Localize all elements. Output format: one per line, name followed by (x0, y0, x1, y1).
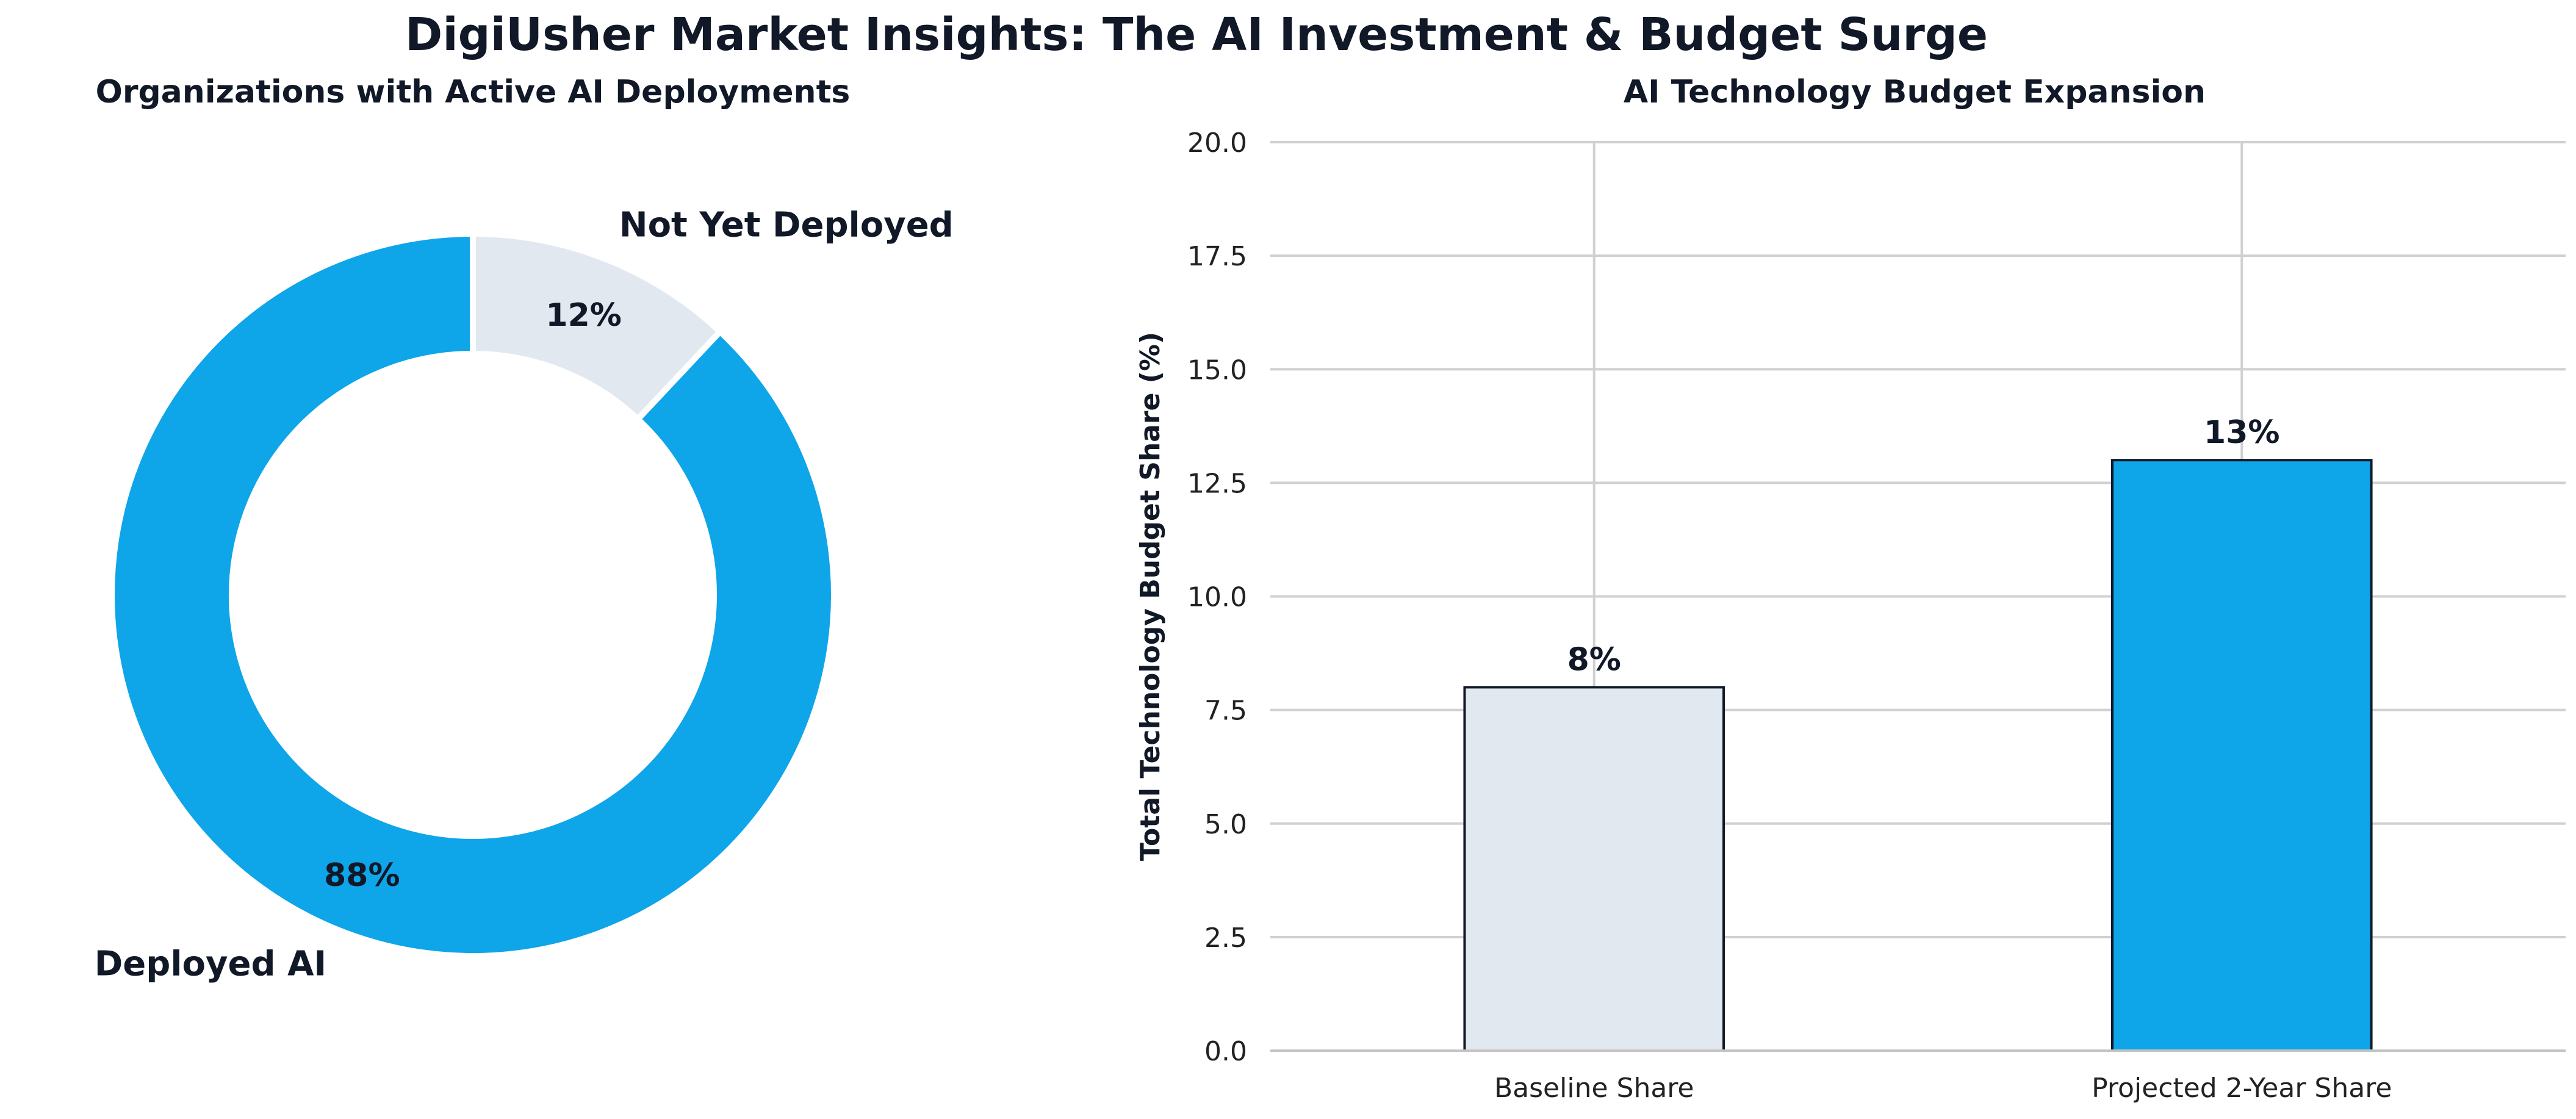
bar-y-ticks: 0.0 2.5 5.0 7.5 10.0 12.5 15.0 17.5 20.0 (1187, 128, 1247, 1067)
donut-category-label-not-yet-deployed: Not Yet Deployed (619, 206, 954, 245)
bar-x-tick-label-baseline-share: Baseline Share (1494, 1073, 1694, 1104)
donut-slice-deployed-ai (108, 230, 837, 959)
bar-chart: AI Technology Budget Expansion 0.0 2.5 5.0… (1135, 74, 2566, 1104)
donut-slices (108, 230, 837, 959)
bar-y-tick-label: 17.5 (1187, 241, 1247, 272)
bar-y-tick-label: 0.0 (1204, 1036, 1247, 1067)
bar-value-labels: 8% 13% (1567, 414, 2280, 678)
donut-slice-not-yet-deployed (470, 230, 725, 424)
bar-x-tick-label-projected-2-year-share: Projected 2-Year Share (2092, 1073, 2392, 1104)
donut-labels: 12% Not Yet Deployed 88% Deployed AI (95, 206, 954, 984)
bar-y-tick-label: 7.5 (1204, 696, 1247, 727)
donut-category-label-deployed-ai: Deployed AI (95, 944, 326, 984)
figure-title: DigiUsher Market Insights: The AI Invest… (405, 9, 1988, 61)
bar-projected-2-year-share (2110, 459, 2373, 1052)
bar-bars (1463, 459, 2373, 1052)
bar-y-tick-label: 20.0 (1187, 128, 1247, 159)
bar-chart-title: AI Technology Budget Expansion (1624, 74, 2206, 110)
bar-x-ticks: Baseline Share Projected 2-Year Share (1494, 1073, 2392, 1104)
bar-value-label-projected-2-year-share: 13% (2204, 414, 2279, 451)
donut-percent-label-not-yet-deployed: 12% (545, 297, 621, 334)
donut-chart-title: Organizations with Active AI Deployments (96, 74, 851, 110)
bar-y-axis-label: Total Technology Budget Share (%) (1135, 332, 1166, 861)
donut-chart: Organizations with Active AI Deployments… (95, 74, 954, 984)
bar-baseline-share (1463, 686, 1725, 1052)
bar-y-tick-label: 2.5 (1204, 923, 1247, 954)
bar-y-tick-label: 5.0 (1204, 809, 1247, 840)
bar-y-tick-label: 10.0 (1187, 582, 1247, 613)
donut-percent-label-deployed-ai: 88% (324, 857, 400, 894)
bar-y-tick-label: 15.0 (1187, 354, 1247, 386)
bar-y-tick-label: 12.5 (1187, 468, 1247, 499)
bar-value-label-baseline-share: 8% (1567, 641, 1621, 678)
